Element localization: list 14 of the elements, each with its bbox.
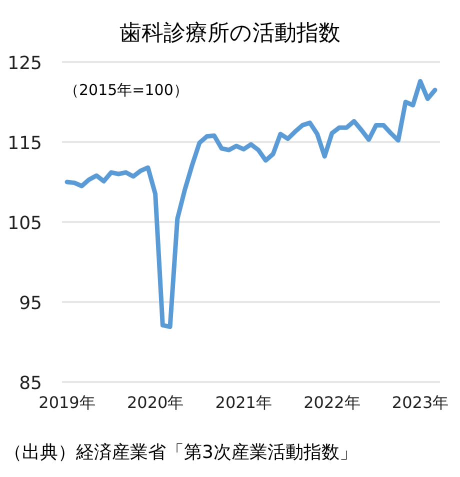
chart-title: 歯科診療所の活動指数 [120, 21, 340, 46]
y-tick-label: 95 [19, 293, 42, 314]
y-tick-label: 115 [8, 133, 42, 154]
y-tick-label: 125 [8, 53, 42, 74]
annotation: （2015年=100） [64, 81, 188, 99]
y-tick-label: 105 [8, 213, 42, 234]
line-series [64, 78, 438, 330]
y-tick-label: 85 [19, 373, 42, 394]
x-tick-label: 2021年 [215, 393, 272, 412]
x-tick-label: 2019年 [38, 393, 96, 412]
text: （出典）経済産業省「第3次産業活動指数」 [4, 442, 358, 463]
x-tick-label: 2022年 [304, 393, 360, 412]
x-tick-label: 2023年 [392, 393, 449, 412]
x-tick-label: 2020年 [126, 393, 184, 412]
